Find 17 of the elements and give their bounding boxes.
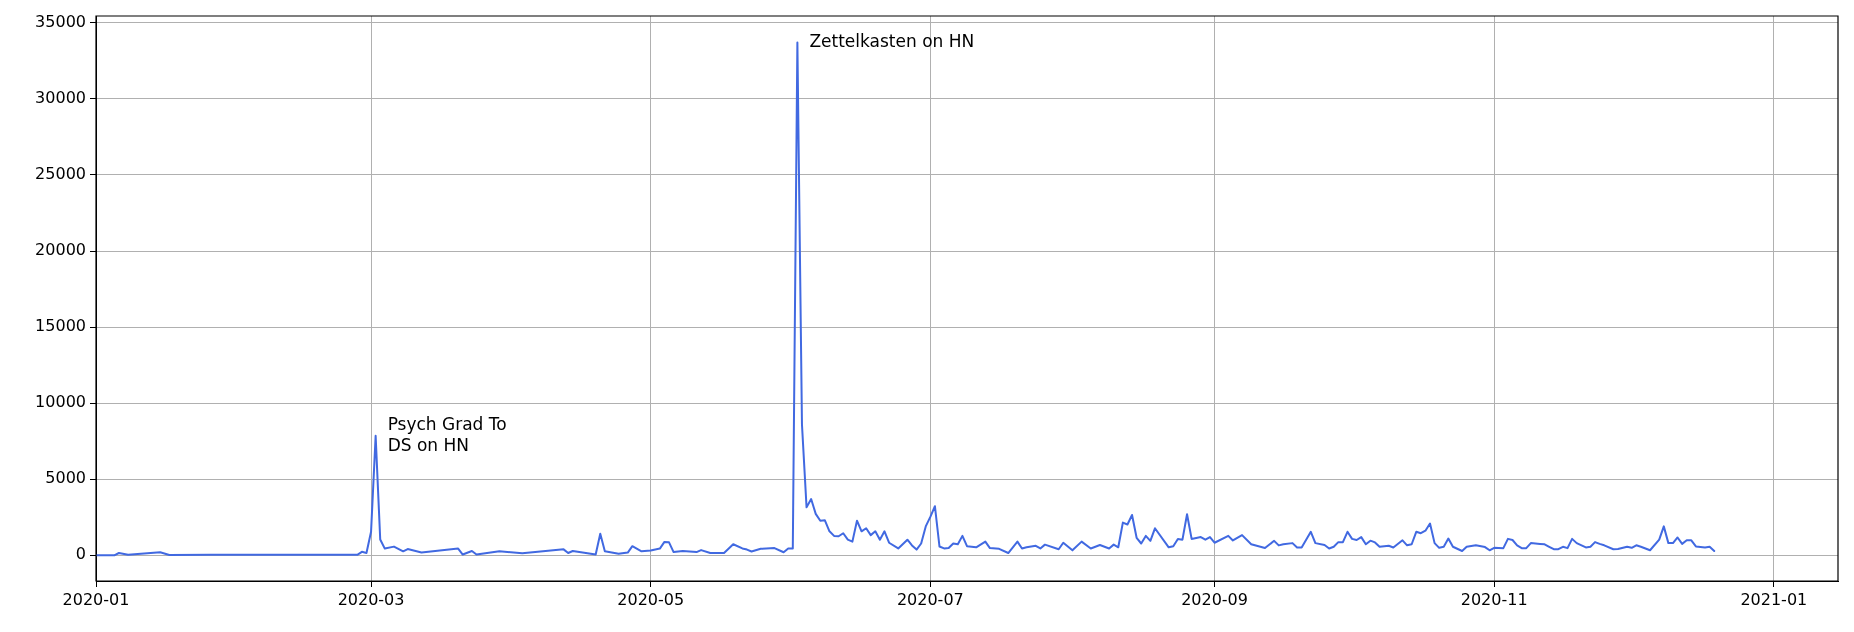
x-tick-label: 2020-11 <box>1460 589 1528 609</box>
y-tick-label: 10000 <box>35 392 86 412</box>
annotation: Zettelkasten on HN <box>809 31 975 52</box>
y-tick-label: 15000 <box>35 316 86 336</box>
y-tick-label: 35000 <box>35 12 86 31</box>
x-tick-label: 2020-09 <box>1181 589 1248 609</box>
x-tick-label: 2020-07 <box>896 589 964 609</box>
x-tick-label: 2020-01 <box>62 589 130 609</box>
y-tick-label: 5000 <box>45 468 86 488</box>
annotation: Psych Grad To DS on HN <box>387 413 507 455</box>
y-tick-label: 0 <box>75 544 86 564</box>
y-tick-label: 30000 <box>35 88 86 108</box>
y-tick-label: 25000 <box>35 164 86 184</box>
x-tick-label: 2021-01 <box>1740 589 1808 609</box>
x-tick-label: 2020-03 <box>337 589 405 609</box>
y-tick-label: 20000 <box>35 240 86 260</box>
x-tick-label: 2020-05 <box>617 589 685 609</box>
